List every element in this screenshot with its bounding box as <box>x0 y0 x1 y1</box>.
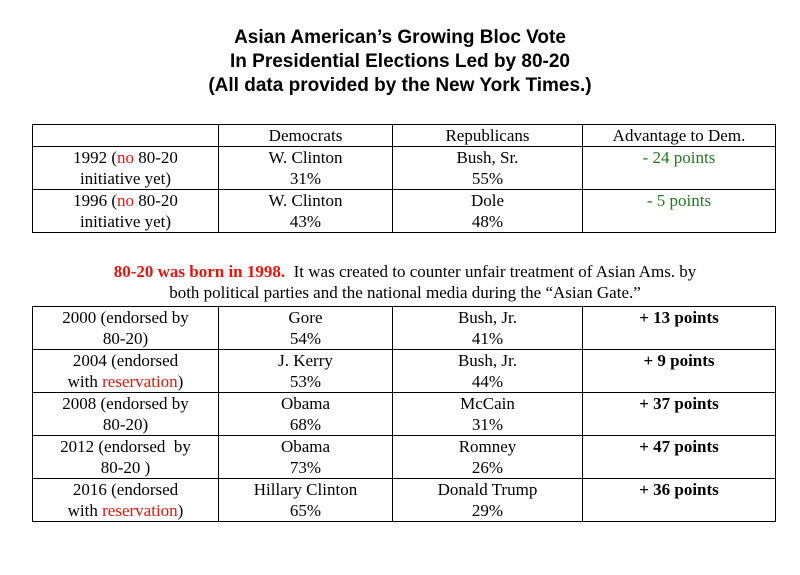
table-row: 2008 (endorsed by 80-20) Obama 68% McCain 3… <box>32 392 776 436</box>
advantage-cell: + 37 points <box>582 392 776 436</box>
republican-cell: McCain 31% <box>392 392 583 436</box>
year-cell: 2016 (endorsed with reservation) <box>32 478 219 522</box>
republican-cell: Donald Trump 29% <box>392 478 583 522</box>
advantage-cell: - 5 points <box>582 189 776 233</box>
table-row: 2000 (endorsed by 80-20) Gore 54% Bush, Jr… <box>32 306 776 350</box>
year-cell: 2008 (endorsed by 80-20) <box>32 392 219 436</box>
table-row: 2016 (endorsed with reservation) Hillary … <box>32 478 776 522</box>
pre-8020-table: Democrats Republicans Advantage to Dem. … <box>32 124 776 233</box>
title-line-2: In Presidential Elections Led by 80-20 <box>229 51 570 72</box>
republican-cell: Romney 26% <box>392 435 583 479</box>
document-title: Asian American’s Growing Bloc Vote In Pr… <box>0 26 800 98</box>
year-cell: 2012 (endorsed by 80-20 ) <box>32 435 219 479</box>
table-row: 1996 (no 80-20 initiative yet) W. Clinton… <box>32 189 776 233</box>
democrat-cell: Gore 54% <box>218 306 393 350</box>
header-advantage: Advantage to Dem. <box>582 124 776 147</box>
democrat-cell: W. Clinton 31% <box>218 146 393 190</box>
advantage-cell: - 24 points <box>582 146 776 190</box>
republican-cell: Bush, Sr. 55% <box>392 146 583 190</box>
year-cell: 1992 (no 80-20 initiative yet) <box>32 146 219 190</box>
born-statement: 80-20 was born in 1998. <box>113 262 286 281</box>
note-line-2: both political parties and the national … <box>169 283 641 302</box>
table-row: 2012 (endorsed by 80-20 ) Obama 73% Romney… <box>32 435 776 479</box>
header-year <box>32 124 219 147</box>
reservation-highlight: reservation <box>102 372 178 391</box>
note-line-1: It was created to counter unfair treatme… <box>285 262 697 281</box>
table-row: 1992 (no 80-20 initiative yet) W. Clinton… <box>32 146 776 190</box>
table-row: 2004 (endorsed with reservation) J. Kerry… <box>32 349 776 393</box>
post-8020-table: 2000 (endorsed by 80-20) Gore 54% Bush, Jr… <box>32 306 776 522</box>
advantage-cell: + 47 points <box>582 435 776 479</box>
advantage-cell: + 36 points <box>582 478 776 522</box>
republican-cell: Bush, Jr. 44% <box>392 349 583 393</box>
republican-cell: Bush, Jr. 41% <box>392 306 583 350</box>
header-republicans: Republicans <box>392 124 583 147</box>
democrat-cell: J. Kerry 53% <box>218 349 393 393</box>
advantage-cell: + 9 points <box>582 349 776 393</box>
title-line-3: (All data provided by the New York Times… <box>208 75 592 96</box>
democrat-cell: Hillary Clinton 65% <box>218 478 393 522</box>
republican-cell: Dole 48% <box>392 189 583 233</box>
founding-note: 80-20 was born in 1998. It was created t… <box>40 261 770 303</box>
no-highlight: no <box>117 191 134 210</box>
no-highlight: no <box>117 148 134 167</box>
title-line-1: Asian American’s Growing Bloc Vote <box>234 27 566 48</box>
advantage-cell: + 13 points <box>582 306 776 350</box>
democrat-cell: W. Clinton 43% <box>218 189 393 233</box>
year-cell: 2000 (endorsed by 80-20) <box>32 306 219 350</box>
democrat-cell: Obama 73% <box>218 435 393 479</box>
democrat-cell: Obama 68% <box>218 392 393 436</box>
reservation-highlight: reservation <box>102 501 178 520</box>
table-header-row: Democrats Republicans Advantage to Dem. <box>32 124 776 147</box>
year-cell: 1996 (no 80-20 initiative yet) <box>32 189 219 233</box>
year-cell: 2004 (endorsed with reservation) <box>32 349 219 393</box>
header-democrats: Democrats <box>218 124 393 147</box>
